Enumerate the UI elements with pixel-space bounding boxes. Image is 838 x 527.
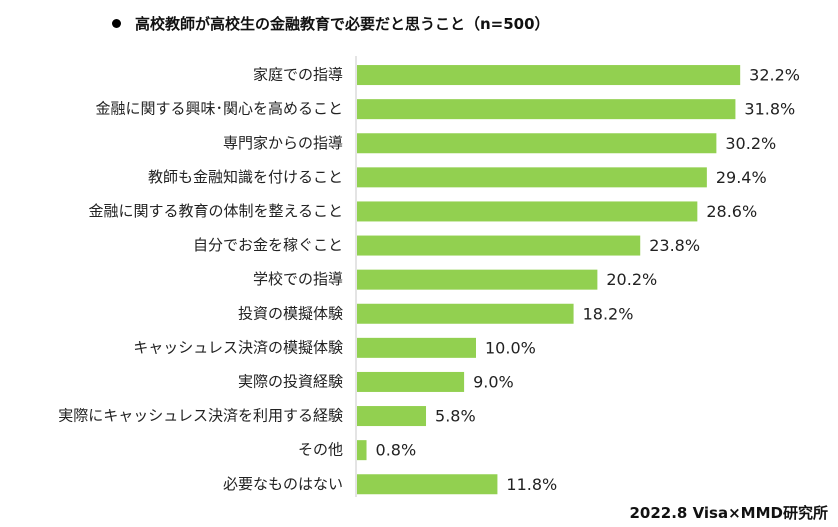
bar (357, 406, 427, 427)
data-label: 20.2% (606, 270, 657, 289)
category-label: 実際の投資経験 (238, 372, 343, 390)
category-label: 必要なものはない (223, 475, 343, 493)
bar (357, 474, 498, 495)
category-label: 学校での指導 (253, 270, 343, 288)
bar (357, 235, 641, 256)
bar (357, 303, 574, 324)
data-label: 11.8% (506, 475, 557, 494)
bar (357, 99, 736, 120)
category-label: 家庭での指導 (253, 66, 343, 84)
category-label: その他 (298, 441, 343, 459)
chart-title-row: 高校教師が高校生の金融教育で必要だと思うこと（n=500） (112, 10, 550, 36)
bar (357, 337, 476, 358)
data-label: 29.4% (716, 168, 767, 187)
category-label: 投資の模擬体験 (238, 304, 343, 322)
category-label: 教師も金融知識を付けること (148, 168, 343, 186)
data-label: 0.8% (376, 441, 417, 460)
data-label: 23.8% (649, 236, 700, 255)
data-label: 31.8% (744, 100, 795, 119)
category-label: 専門家からの指導 (223, 134, 343, 152)
data-label: 18.2% (583, 304, 634, 323)
title-bullet-icon (112, 18, 121, 28)
category-label: 金融に関する教育の体制を整えること (88, 202, 343, 220)
bar (357, 133, 717, 154)
bar (357, 65, 741, 86)
bar (357, 269, 598, 290)
category-label: 金融に関する興味･関心を高めること (95, 100, 343, 118)
data-label: 10.0% (485, 338, 536, 357)
category-label: 自分でお金を稼ぐこと (193, 236, 343, 254)
bar (357, 440, 367, 461)
data-label: 5.8% (435, 407, 476, 426)
source-credit: 2022.8 Visa×MMD研究所 (629, 504, 828, 522)
bars-layer: 家庭での指導 32.2% 金融に関する興味･関心を高めること 31.8% 専門家からの指… (58, 65, 800, 495)
chart-title: 高校教師が高校生の金融教育で必要だと思うこと（n=500） (135, 14, 550, 33)
category-label: 実際にキャッシュレス決済を利用する経験 (58, 407, 343, 425)
bar (357, 371, 465, 392)
bar (357, 167, 707, 188)
data-label: 30.2% (725, 134, 776, 153)
bar (357, 201, 698, 222)
data-label: 28.6% (706, 202, 757, 221)
data-label: 32.2% (749, 66, 800, 85)
data-label: 9.0% (473, 372, 514, 391)
category-label: キャッシュレス決済の模擬体験 (133, 338, 343, 356)
